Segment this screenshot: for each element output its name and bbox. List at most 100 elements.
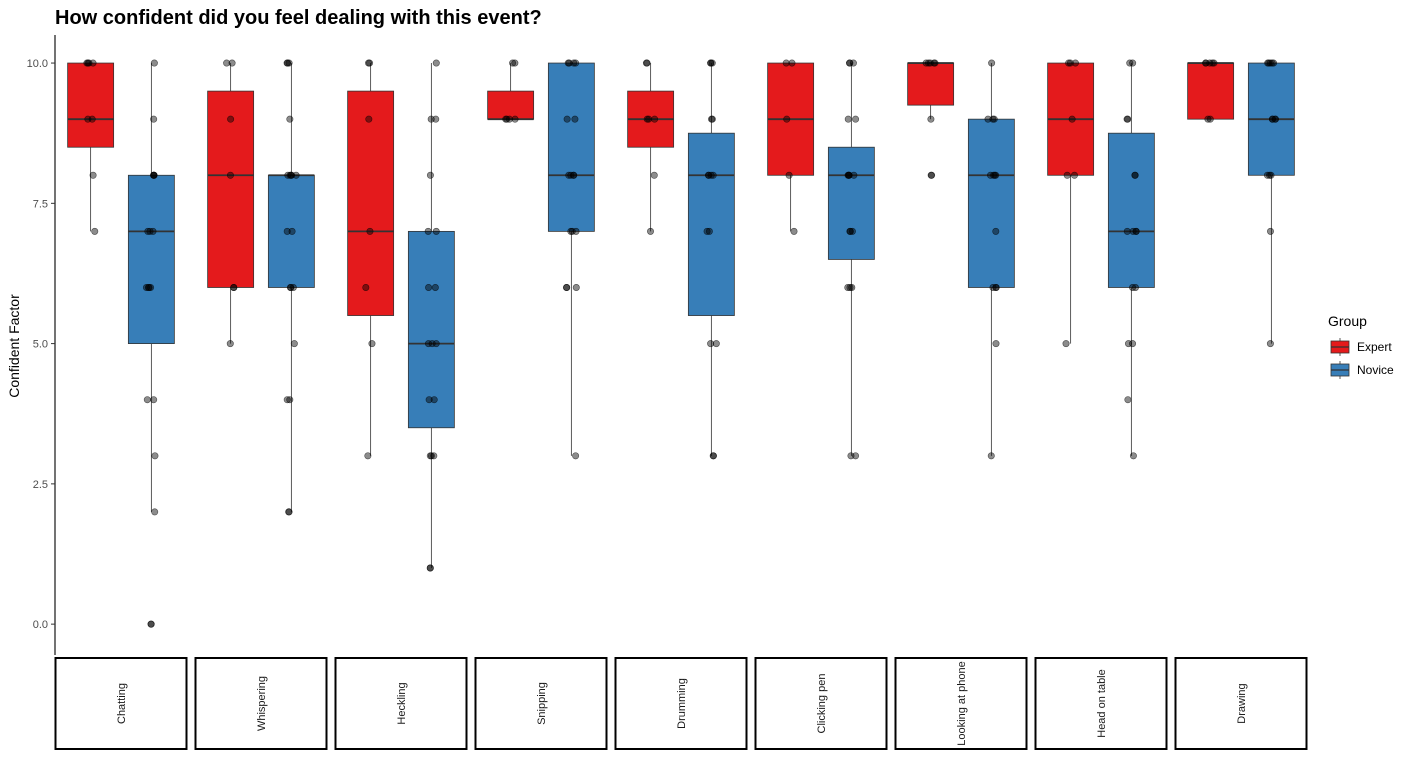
box-novice (547, 59, 595, 460)
strip-label: Clicking pen (816, 674, 828, 734)
panel-drawing (1187, 59, 1295, 348)
data-point (424, 340, 432, 348)
data-point (1204, 115, 1212, 123)
data-point (1202, 59, 1210, 67)
legend: Group Expert Novice (1328, 313, 1394, 379)
box-expert (207, 59, 255, 348)
data-point (368, 340, 376, 348)
facet-strip: Chatting (54, 657, 188, 750)
box-iqr (687, 132, 735, 316)
box-iqr (487, 90, 535, 120)
data-point (286, 396, 294, 404)
strip-label: Chatting (116, 683, 128, 724)
y-tick-label: 5.0 (33, 339, 48, 351)
data-point (1267, 171, 1275, 179)
y-tick-label: 10.0 (27, 58, 48, 70)
data-point (511, 59, 519, 67)
data-point (150, 171, 158, 179)
data-point (992, 171, 1000, 179)
strip-box (194, 657, 328, 750)
data-point (1129, 340, 1137, 348)
data-point (563, 115, 571, 123)
data-point (844, 115, 852, 123)
data-point (1070, 171, 1078, 179)
data-point (143, 396, 151, 404)
data-point (568, 227, 576, 235)
data-point (989, 115, 997, 123)
data-point (432, 59, 440, 67)
data-point (285, 59, 293, 67)
data-point (1065, 59, 1073, 67)
data-point (432, 227, 440, 235)
facet-strip: Clicking pen (754, 657, 888, 750)
data-point (426, 564, 434, 572)
facet-strip: Snipping (474, 657, 608, 750)
data-point (428, 340, 436, 348)
data-point (987, 171, 995, 179)
data-point (84, 59, 92, 67)
box-iqr (67, 62, 115, 148)
data-point (571, 115, 579, 123)
data-point (992, 227, 1000, 235)
data-point (651, 115, 659, 123)
data-point (992, 340, 1000, 348)
panel-heckling (347, 59, 455, 572)
data-point (431, 283, 439, 291)
data-point (286, 283, 294, 291)
data-point (848, 283, 856, 291)
panel-snipping (487, 59, 595, 460)
data-point (709, 452, 717, 460)
data-point (783, 115, 791, 123)
strip-box (334, 657, 468, 750)
data-point (1129, 59, 1137, 67)
data-point (572, 227, 580, 235)
facet-strip: Whispering (194, 657, 328, 750)
data-point (790, 227, 798, 235)
box-iqr (127, 174, 175, 344)
data-point (1206, 59, 1214, 67)
box-iqr (207, 90, 255, 288)
box-iqr (347, 90, 395, 316)
panel-whispering (207, 59, 315, 516)
data-point (569, 171, 577, 179)
data-point (987, 452, 995, 460)
data-point (227, 115, 235, 123)
data-point (647, 227, 655, 235)
facet-strip: Head on table (1034, 657, 1168, 750)
y-tick-label: 7.5 (33, 198, 48, 210)
data-point (1062, 340, 1070, 348)
data-point (846, 227, 854, 235)
data-point (846, 283, 854, 291)
data-point (852, 115, 860, 123)
strip-box (894, 657, 1028, 750)
data-point (430, 396, 438, 404)
box-expert (487, 59, 535, 123)
data-point (705, 171, 713, 179)
data-point (563, 283, 571, 291)
data-point (1129, 452, 1137, 460)
box-iqr (907, 62, 955, 106)
strip-label: Drawing (1236, 683, 1248, 723)
data-point (426, 452, 434, 460)
data-point (707, 59, 715, 67)
data-point (708, 59, 716, 67)
data-point (430, 452, 438, 460)
data-point (642, 59, 650, 67)
legend-item-novice: Novice (1330, 361, 1394, 379)
data-point (785, 171, 793, 179)
data-point (788, 59, 796, 67)
data-point (852, 452, 860, 460)
data-point (362, 283, 370, 291)
data-point (572, 283, 580, 291)
data-point (226, 340, 234, 348)
strip-label: Snipping (536, 682, 548, 725)
data-point (572, 452, 580, 460)
data-point (366, 227, 374, 235)
box-expert (67, 59, 115, 235)
data-point (505, 115, 513, 123)
facet-strip: Looking at phone (894, 657, 1028, 750)
data-point (1210, 59, 1218, 67)
data-point (1129, 283, 1137, 291)
strip-box (1034, 657, 1168, 750)
data-point (650, 171, 658, 179)
